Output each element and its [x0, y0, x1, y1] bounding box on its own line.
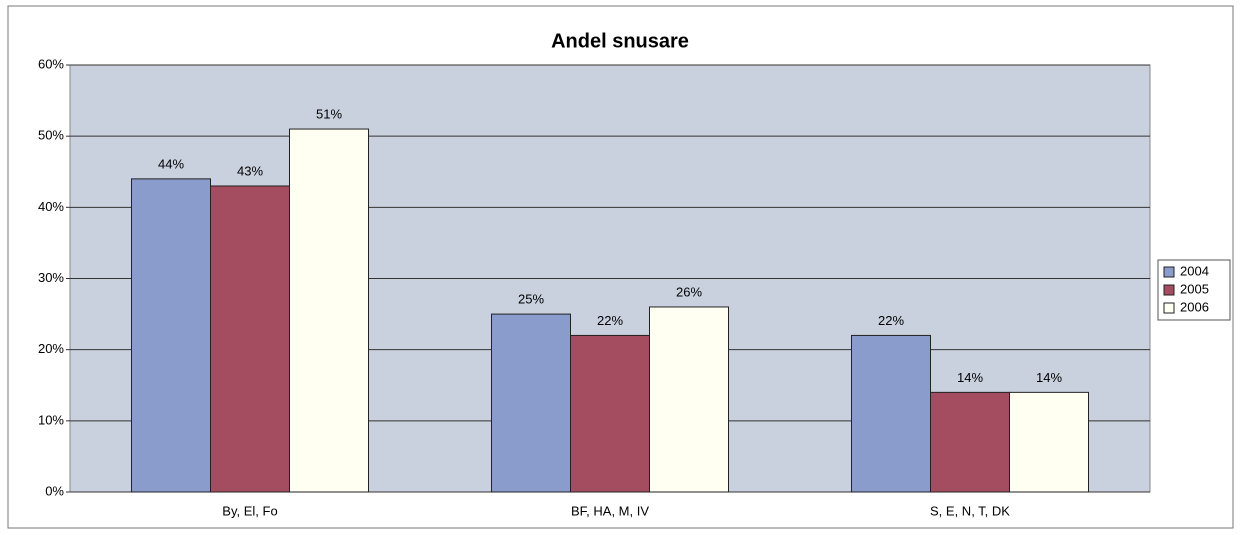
x-tick-label: By, El, Fo [222, 503, 277, 518]
bar [851, 334, 931, 493]
legend-label: 2006 [1180, 299, 1209, 314]
value-label: 51% [316, 106, 342, 121]
value-label: 22% [878, 313, 904, 328]
bar [649, 306, 729, 493]
bar [289, 128, 369, 493]
y-tick-label: 0% [45, 483, 64, 498]
value-label: 43% [237, 163, 263, 178]
legend-swatch [1163, 284, 1175, 296]
y-tick-label: 20% [38, 341, 64, 356]
value-label: 22% [597, 313, 623, 328]
bar [210, 185, 290, 493]
bar [570, 334, 650, 493]
bar [1009, 391, 1089, 493]
value-label: 25% [518, 292, 544, 307]
y-tick-label: 60% [38, 56, 64, 71]
bar [930, 391, 1010, 493]
bar [491, 313, 571, 493]
legend-swatch [1163, 266, 1175, 278]
y-tick-label: 30% [38, 270, 64, 285]
value-label: 44% [158, 156, 184, 171]
value-label: 14% [1036, 370, 1062, 385]
y-tick-label: 50% [38, 128, 64, 143]
x-tick-label: BF, HA, M, IV [571, 503, 649, 518]
value-label: 14% [957, 370, 983, 385]
value-label: 26% [676, 284, 702, 299]
x-tick-label: S, E, N, T, DK [930, 503, 1010, 518]
bar [131, 178, 211, 493]
y-tick-label: 10% [38, 412, 64, 427]
legend-swatch [1163, 302, 1175, 314]
legend-label: 2005 [1180, 281, 1209, 296]
chart-title: Andel snusare [551, 30, 689, 52]
y-tick-label: 40% [38, 199, 64, 214]
legend-label: 2004 [1180, 263, 1209, 278]
